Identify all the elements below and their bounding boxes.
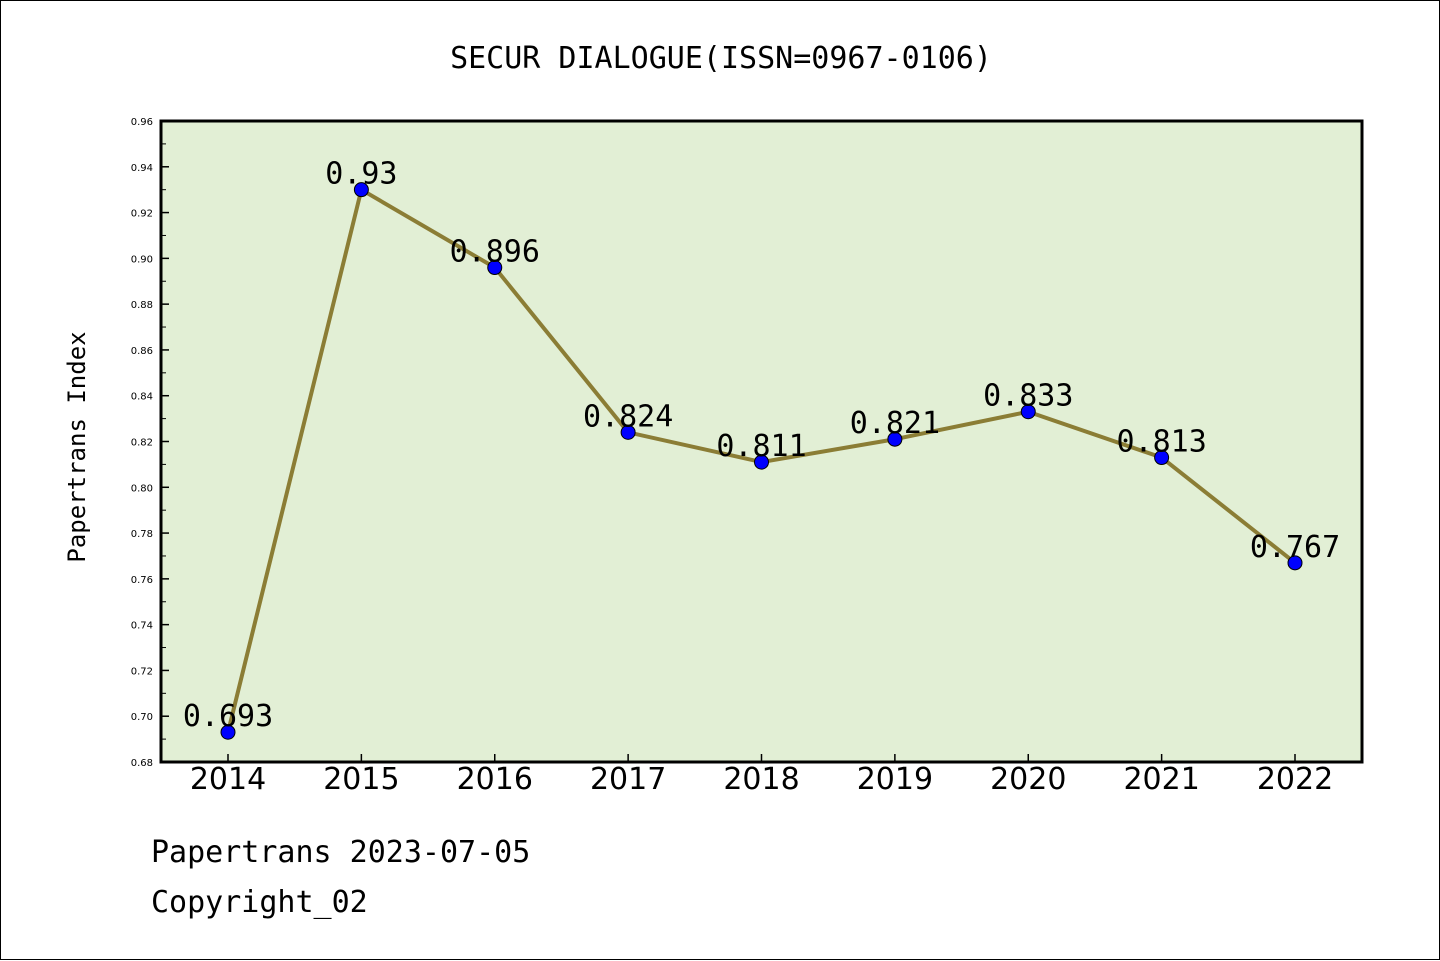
data-point [1020, 404, 1036, 420]
y-tick-label: 0.80 [131, 483, 153, 494]
data-point [1154, 450, 1170, 466]
data-label: 0.767 [1250, 530, 1340, 565]
data-point [353, 182, 369, 198]
data-label: 0.93 [325, 157, 397, 192]
footer-date: Papertrans 2023-07-05 [151, 835, 531, 870]
data-label: 0.813 [1116, 425, 1206, 460]
y-tick-label: 0.86 [131, 346, 153, 357]
plot-area [159, 119, 1364, 764]
x-tick-label: 2016 [457, 762, 533, 797]
x-tick-label: 2018 [723, 762, 799, 797]
y-tick-label: 0.88 [131, 300, 153, 311]
y-tick-label: 0.82 [131, 438, 153, 449]
chart-title: SECUR DIALOGUE(ISSN=0967-0106) [450, 41, 992, 76]
data-point [1287, 555, 1303, 571]
data-label: 0.821 [850, 406, 940, 441]
data-label: 0.824 [583, 399, 673, 434]
y-tick-label: 0.76 [131, 575, 153, 586]
x-tick-label: 2021 [1123, 762, 1199, 797]
data-label: 0.811 [716, 429, 806, 464]
data-label: 0.896 [450, 235, 540, 270]
y-tick-label: 0.96 [131, 117, 153, 128]
x-axis-ticks: 2014 2015 2016 2017 2018 2019 2020 2021 2022 [190, 754, 1333, 797]
data-point [620, 424, 636, 440]
y-tick-label: 0.90 [131, 254, 153, 265]
data-point [887, 431, 903, 447]
x-tick-label: 2022 [1257, 762, 1333, 797]
data-label: 0.833 [983, 379, 1073, 414]
y-tick-label: 0.94 [131, 163, 153, 174]
y-tick-label: 0.68 [131, 758, 153, 769]
data-point [220, 724, 236, 740]
y-tick-label: 0.70 [131, 712, 153, 723]
y-tick-label: 0.72 [131, 666, 153, 677]
x-tick-label: 2014 [190, 762, 266, 797]
footer-copyright: Copyright_02 [151, 885, 368, 920]
y-tick-label: 0.74 [131, 621, 153, 632]
data-point [754, 454, 769, 470]
data-point [487, 260, 503, 276]
x-tick-label: 2015 [323, 762, 399, 797]
y-tick-label: 0.92 [131, 209, 153, 220]
data-labels: 0.693 0.93 0.896 0.824 0.811 0.821 0.833 0.813 0… [183, 157, 1340, 735]
x-tick-label: 2017 [590, 762, 666, 797]
x-tick-label: 2019 [857, 762, 933, 797]
y-tick-label: 0.78 [131, 529, 153, 540]
data-points [220, 182, 1303, 740]
data-label: 0.693 [183, 699, 273, 734]
x-tick-label: 2020 [990, 762, 1066, 797]
y-tick-label: 0.84 [131, 392, 153, 403]
y-axis-ticks: 0.68 0.70 0.72 0.74 0.76 0.78 0.80 0.82 0.84 0.86… [131, 117, 169, 769]
y-axis-label: Papertrans Index [63, 331, 91, 562]
